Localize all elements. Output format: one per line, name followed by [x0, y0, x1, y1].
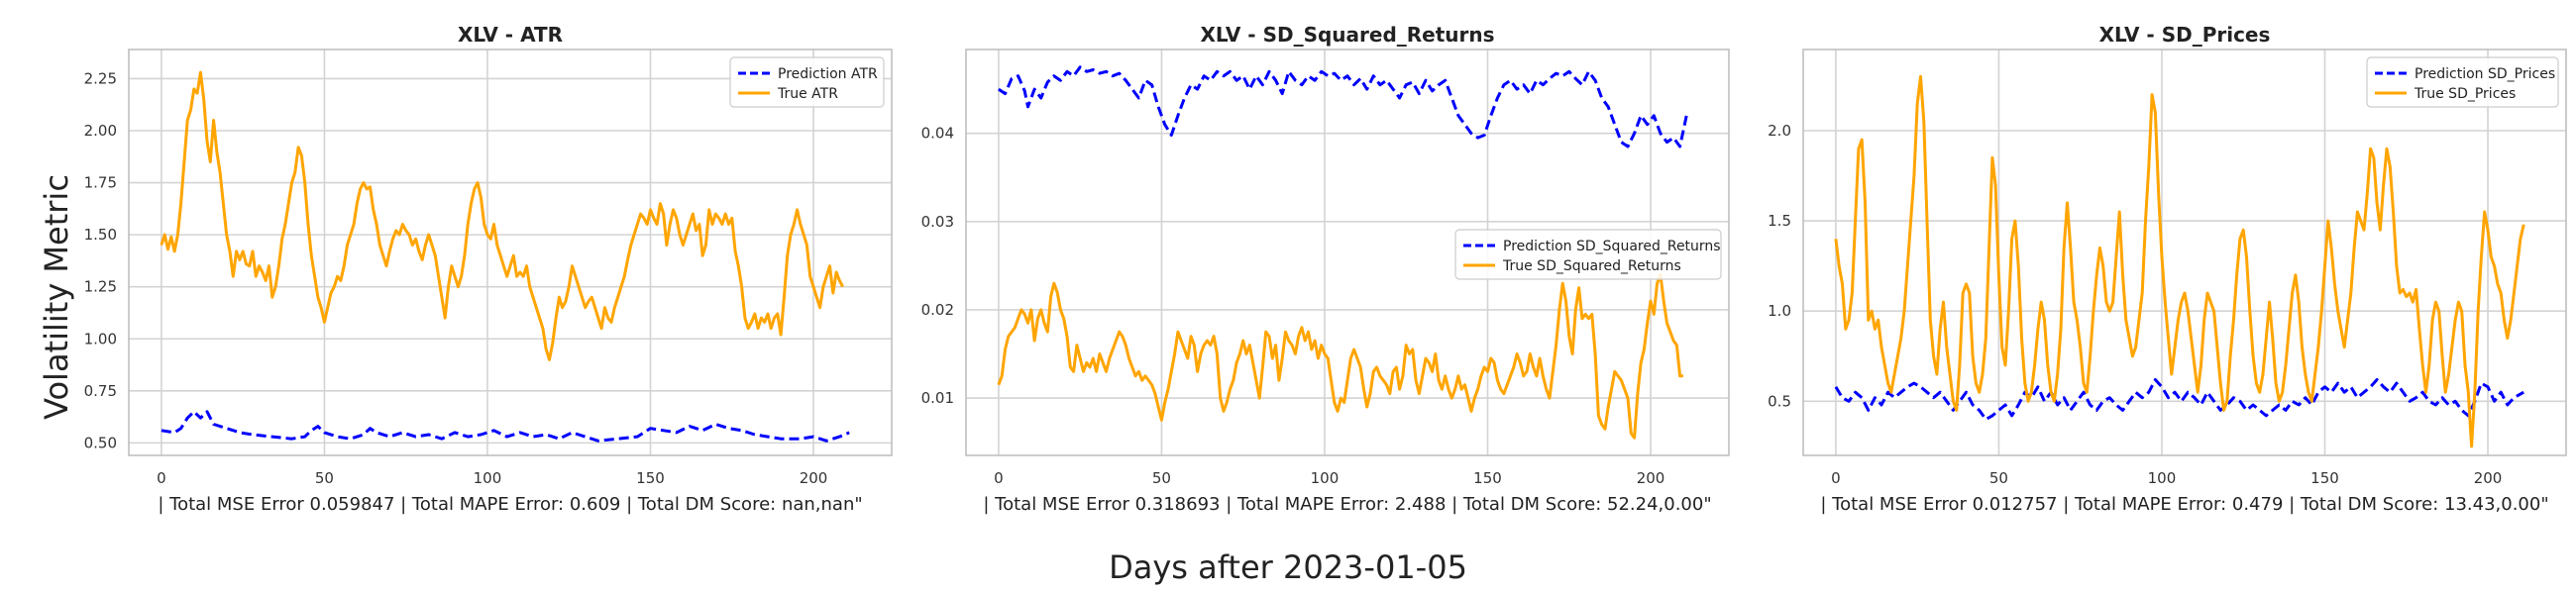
- figure-xlabel: Days after 2023-01-05: [1109, 548, 1467, 586]
- chart-title: XLV - SD_Squared_Returns: [1200, 23, 1494, 47]
- x-tick-label: 50: [315, 469, 334, 487]
- legend-label-prediction: Prediction SD_Squared_Returns: [1503, 239, 1721, 254]
- x-tick-label: 0: [994, 469, 1004, 487]
- x-tick-label: 50: [1989, 469, 2008, 487]
- chart-panel-3: 0 50 100 150 200 0.5 1.0 1.5 2.0 XLV - SD_Prices |…: [1768, 23, 2567, 515]
- x-tick-label: 0: [1831, 469, 1841, 487]
- y-tick-label: 0.5: [1768, 392, 1791, 410]
- series-line-true: [1834, 74, 2525, 448]
- y-tick-label: 0.01: [921, 389, 954, 407]
- chart-caption: | Total MSE Error 0.059847 | Total MAPE …: [158, 494, 862, 515]
- y-tick-label: 0.50: [84, 434, 117, 451]
- x-tick-label: 50: [1152, 469, 1171, 487]
- chart-panel-2: 0 50 100 150 200 0.01 0.02 0.03 0.04 XLV - SD_Squ…: [921, 23, 1730, 515]
- legend-box: [2366, 56, 2559, 108]
- legend-label-true: True SD_Prices: [2414, 86, 2516, 102]
- legend: Prediction ATR True ATR: [729, 56, 885, 108]
- legend: Prediction SD_Prices True SD_Prices: [2366, 56, 2559, 108]
- series-line-prediction: [161, 410, 850, 443]
- plot-frame: [128, 49, 893, 456]
- y-tick-label: 1.5: [1768, 212, 1791, 230]
- legend-label-true: True ATR: [777, 86, 838, 102]
- chart-caption: | Total MSE Error 0.318693 | Total MAPE …: [983, 494, 1711, 515]
- x-tick-label: 200: [800, 469, 828, 487]
- legend-label-prediction: Prediction SD_Prices: [2415, 66, 2555, 82]
- series-line-true: [160, 70, 844, 361]
- x-tick-label: 200: [1637, 469, 1665, 487]
- x-tick-label: 100: [1311, 469, 1340, 487]
- chart-panels: 0 50 100 150 2000.500.751.001.251.501.752.00…: [84, 23, 2567, 515]
- y-tick-label: 1.0: [1768, 302, 1791, 320]
- series-line-true: [997, 272, 1683, 440]
- y-tick-label: 1.50: [84, 226, 117, 244]
- x-tick-label: 0: [157, 469, 166, 487]
- x-tick-label: 200: [2474, 469, 2503, 487]
- x-tick-label: 150: [2310, 469, 2339, 487]
- y-tick-label: 2.0: [1768, 122, 1791, 140]
- y-tick-label: 1.75: [84, 174, 117, 192]
- chart-panel-1: 0 50 100 150 200 0.50 0.75 1.00 1.25 1.50 1.75 2.00…: [84, 23, 893, 515]
- legend-box: [1454, 229, 1722, 280]
- legend-label-prediction: Prediction ATR: [778, 66, 878, 82]
- x-tick-label: 100: [474, 469, 502, 487]
- y-tick-label: 0.03: [921, 213, 954, 231]
- legend-label-true: True SD_Squared_Returns: [1502, 258, 1681, 274]
- y-tick-label: 1.25: [84, 278, 117, 296]
- y-tick-label: 2.25: [84, 69, 117, 87]
- chart-title: XLV - ATR: [458, 23, 563, 47]
- series-line-prediction: [1834, 378, 2524, 422]
- y-tick-label: 0.75: [84, 382, 117, 400]
- legend: Prediction SD_Squared_Returns True SD_Squ…: [1454, 229, 1722, 280]
- y-tick-label: 1.00: [84, 330, 117, 347]
- y-tick-label: 0.04: [921, 125, 954, 143]
- plot-frame: [965, 49, 1730, 456]
- x-tick-label: 150: [636, 469, 665, 487]
- x-tick-label: 100: [2148, 469, 2177, 487]
- y-tick-label: 2.00: [84, 122, 117, 140]
- figure-ylabel: Volatility Metric: [38, 174, 75, 420]
- chart-title: XLV - SD_Prices: [2099, 23, 2271, 47]
- y-tick-label: 0.02: [921, 301, 954, 319]
- chart-caption: | Total MSE Error 0.012757 | Total MAPE …: [1820, 494, 2548, 515]
- plot-frame: [1802, 49, 2567, 456]
- x-tick-label: 150: [1473, 469, 1502, 487]
